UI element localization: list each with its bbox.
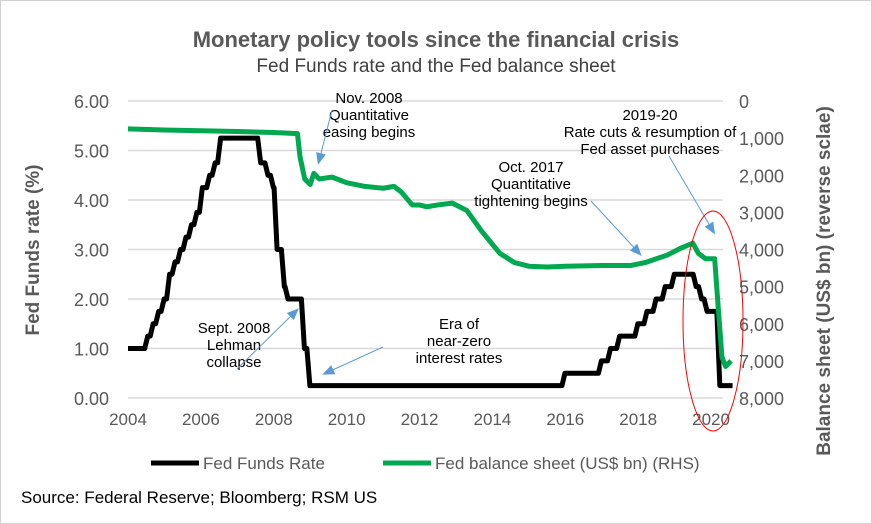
annotation-text: near-zero xyxy=(427,333,491,350)
x-tick-label: 2016 xyxy=(546,410,584,429)
y2-tick-label: 6,000 xyxy=(739,315,784,335)
y-tick-label: 4.00 xyxy=(74,191,109,211)
legend: Fed Funds Rate Fed balance sheet (US$ bn… xyxy=(151,454,700,473)
y2-tick-label: 0 xyxy=(739,92,749,112)
annotation-text: easing begins xyxy=(323,124,416,141)
y-tick-label: 2.00 xyxy=(74,290,109,310)
fed-balance-sheet-line xyxy=(127,126,733,369)
y2-tick-label: 4,000 xyxy=(739,241,784,261)
y2-tick-label: 7,000 xyxy=(739,352,784,372)
highlight-ellipse xyxy=(682,210,744,432)
annotation-text: Quantitative xyxy=(491,176,571,193)
annotation-text: Lehman xyxy=(207,337,261,354)
source-note: Source: Federal Reserve; Bloomberg; RSM … xyxy=(21,488,377,507)
x-tick-label: 2018 xyxy=(619,410,657,429)
y2-tick-label: 1,000 xyxy=(739,129,784,149)
annotation-text: 2019-20 xyxy=(622,107,677,124)
annotation-text: Quantitative xyxy=(329,107,409,124)
annotation-text: Era of xyxy=(439,316,480,333)
y2-axis-label: Balance sheet (US$ bn) (reverse sclae) xyxy=(814,106,835,456)
y2-tick-label: 5,000 xyxy=(739,278,784,298)
annotation-arrow xyxy=(316,109,333,165)
annotation-text: Fed asset purchases xyxy=(580,141,719,158)
y2-tick-label: 3,000 xyxy=(739,203,784,223)
legend-label-balance-sheet: Fed balance sheet (US$ bn) (RHS) xyxy=(435,454,700,473)
annotation-text: Nov. 2008 xyxy=(335,90,402,107)
annotation-text: Rate cuts & resumption of xyxy=(564,124,737,141)
y-tick-label: 3.00 xyxy=(74,241,109,261)
legend-label-fed-funds: Fed Funds Rate xyxy=(203,454,325,473)
x-tick-label: 2004 xyxy=(109,410,147,429)
annotation-text: interest rates xyxy=(416,350,503,367)
x-tick-label: 2008 xyxy=(255,410,293,429)
y2-tick-label: 2,000 xyxy=(739,166,784,186)
x-tick-label: 2020 xyxy=(692,410,730,429)
x-tick-label: 2006 xyxy=(182,410,220,429)
annotation-arrow xyxy=(668,155,716,235)
chart-title: Monetary policy tools since the financia… xyxy=(193,27,680,52)
annotation-text: collapse xyxy=(206,354,261,371)
y-tick-label: 5.00 xyxy=(74,142,109,162)
x-tick-label: 2010 xyxy=(328,410,366,429)
x-tick-label: 2014 xyxy=(473,410,511,429)
y-tick-label: 6.00 xyxy=(74,92,109,112)
annotation-arrow xyxy=(590,200,642,256)
fed-funds-rate-line xyxy=(128,135,733,389)
y2-tick-label: 8,000 xyxy=(739,389,784,409)
annotation-arrow xyxy=(236,308,299,370)
x-tick-label: 2012 xyxy=(401,410,439,429)
annotation-text: Oct. 2017 xyxy=(498,159,563,176)
annotation-text: tightening begins xyxy=(474,193,587,210)
annotation-text: Sept. 2008 xyxy=(198,320,271,337)
y-tick-label: 0.00 xyxy=(74,389,109,409)
annotation-arrow xyxy=(322,346,384,375)
chart-subtitle: Fed Funds rate and the Fed balance sheet xyxy=(256,56,616,77)
y-axis-label: Fed Funds rate (%) xyxy=(23,164,44,335)
y-tick-label: 1.00 xyxy=(74,340,109,360)
